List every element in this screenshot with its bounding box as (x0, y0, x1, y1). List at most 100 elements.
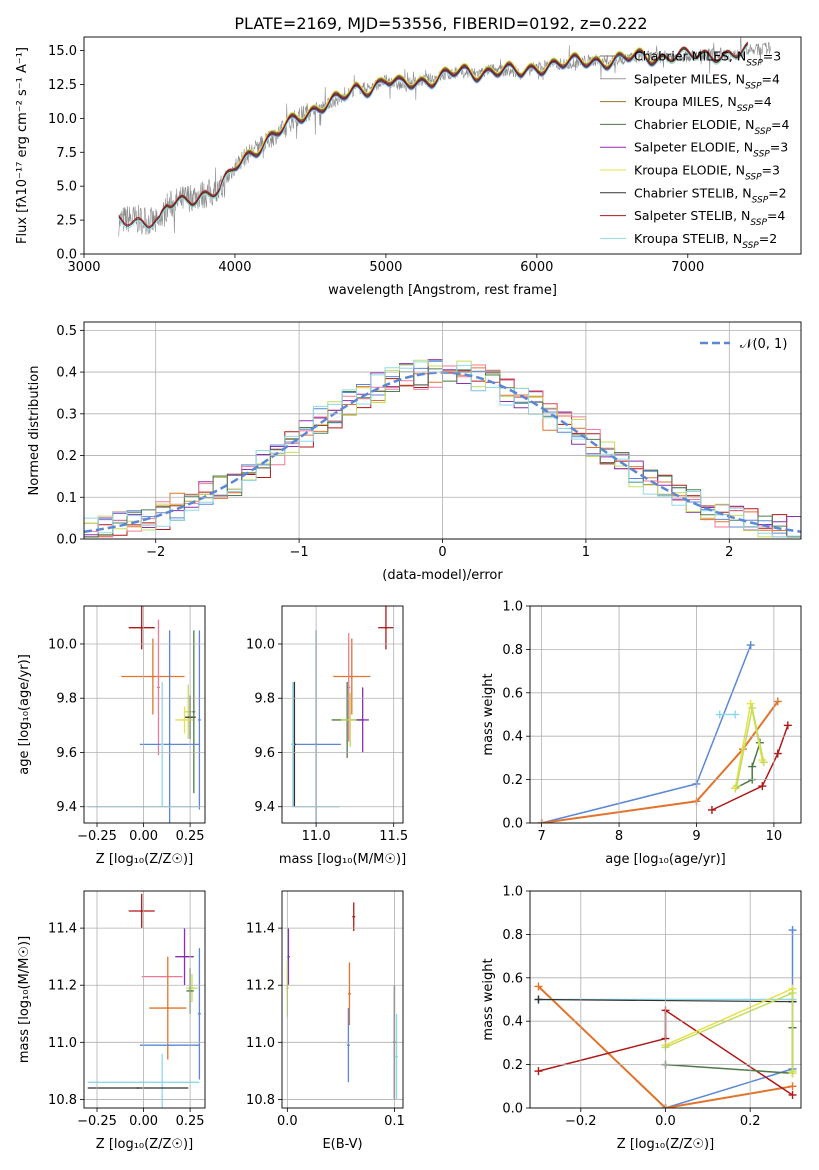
model-line (159, 42, 748, 218)
plus-marker (732, 782, 741, 791)
y-tick-label: 10.8 (48, 1093, 77, 1108)
y-tick-label: 9.4 (56, 800, 77, 815)
y-tick-label: 2.5 (56, 214, 77, 229)
y-tick-label: 9.4 (254, 800, 275, 815)
y-axis-label: mass weight (481, 673, 496, 755)
legend-label: 𝒩(0, 1) (740, 337, 787, 352)
weight-line (665, 991, 794, 1072)
data-point (356, 687, 369, 753)
y-tick-label: 11.2 (48, 979, 77, 994)
data-point (149, 956, 187, 1060)
y-axis-label: Normed distribution (27, 366, 42, 496)
model-line (118, 45, 749, 231)
y-tick-label: 11.0 (246, 1036, 275, 1051)
y-tick-label: 0.4 (502, 730, 523, 745)
plus-marker (788, 1082, 797, 1091)
plus-marker (783, 721, 792, 730)
plot-area (285, 902, 399, 1100)
y-tick-label: 11.2 (246, 979, 275, 994)
data-point (378, 606, 394, 650)
x-tick-label: −0.2 (565, 1114, 597, 1129)
y-tick-label: 1.0 (502, 885, 523, 900)
x-tick-label: 0.00 (129, 829, 158, 844)
y-tick-label: 15.0 (48, 44, 77, 59)
x-tick-label: 1 (582, 545, 590, 560)
x-tick-label: 8 (615, 829, 623, 844)
x-tick-label: 7000 (671, 260, 704, 275)
plus-marker (788, 988, 797, 997)
data-point (352, 902, 356, 931)
legend-label: Salpeter MILES, NSSP=4 (634, 71, 780, 91)
model-line (234, 47, 658, 168)
plus-marker (758, 782, 767, 791)
y-axis-label: age [log₁₀(age/yr)] (17, 654, 32, 775)
x-tick-label: 11.0 (302, 829, 331, 844)
x-axis-label: (data-model)/error (382, 568, 503, 583)
axes-frame (83, 36, 802, 255)
plus-marker (788, 926, 797, 935)
data-point (175, 706, 194, 734)
data-point (186, 973, 198, 1003)
x-tick-label: 10 (766, 829, 783, 844)
x-axis-label: Z [log₁₀(Z/Z☉)] (617, 1137, 714, 1152)
weight-line (541, 644, 752, 823)
observed-spectrum (118, 37, 772, 237)
x-tick-label: 0.0 (655, 1114, 676, 1129)
axes-frame (83, 605, 206, 824)
data-point (395, 1013, 399, 1100)
axes-frame (529, 605, 802, 824)
plus-marker (746, 699, 755, 708)
model-line (118, 43, 749, 229)
x-tick-label: 4000 (218, 260, 251, 275)
y-tick-label: 11.0 (48, 1036, 77, 1051)
figure-title: PLATE=2169, MJD=53556, FIBERID=0192, z=0… (234, 14, 647, 33)
data-point (192, 630, 196, 794)
panel-spectrum: 3000 4000 5000 6000 7000 0.0 2.5 5.0 7.5 10.0 12.5… (15, 36, 802, 298)
x-tick-label: 0.00 (129, 1114, 158, 1129)
plus-marker (748, 762, 757, 771)
y-tick-label: 9.8 (254, 692, 275, 707)
axes-frame (281, 890, 404, 1109)
x-tick-label: 5000 (369, 260, 402, 275)
x-axis-label: Z [log₁₀(Z/Z☉)] (96, 852, 193, 867)
y-tick-label: 10.0 (246, 637, 275, 652)
model-line (234, 47, 658, 167)
plus-marker (715, 710, 724, 719)
plus-marker (707, 805, 716, 814)
axes-frame (529, 890, 802, 1109)
y-tick-label: 1.0 (502, 600, 523, 615)
y-tick-label: 0.6 (502, 971, 523, 986)
y-tick-label: 12.5 (48, 78, 77, 93)
x-tick-label: −0.25 (77, 829, 117, 844)
axes-frame (83, 321, 802, 540)
data-point (197, 948, 201, 1080)
y-tick-label: 0.0 (56, 533, 77, 548)
x-axis-label: wavelength [Angstrom, rest frame] (328, 283, 557, 298)
data-point (346, 1008, 350, 1083)
plus-marker (788, 1090, 797, 1099)
legend-label: Kroupa ELODIE, NSSP=3 (634, 163, 780, 183)
weight-line (734, 742, 761, 789)
panel-mass_vs_z: −0.25 0.00 0.25 10.8 11.0 11.2 11.4 Z [log₁₀(Z/… (17, 890, 206, 1152)
legend-label: Kroupa MILES, NSSP=4 (634, 94, 772, 114)
y-axis-label: mass weight (481, 958, 496, 1040)
x-axis-label: age [log₁₀(age/yr)] (605, 852, 726, 867)
plus-marker (773, 697, 782, 706)
y-tick-label: 9.6 (254, 746, 275, 761)
data-point (291, 681, 295, 807)
data-point (184, 684, 192, 739)
y-tick-label: 9.8 (56, 692, 77, 707)
y-tick-label: 0.5 (56, 324, 77, 339)
legend-label: Chabrier ELODIE, NSSP=4 (634, 117, 789, 137)
y-tick-label: 0.8 (502, 928, 523, 943)
plus-marker (534, 982, 543, 991)
y-tick-label: 0.0 (502, 817, 523, 832)
data-point (197, 630, 201, 810)
y-tick-label: 0.4 (502, 1015, 523, 1030)
plus-marker (759, 758, 768, 767)
y-tick-label: 0.4 (56, 366, 77, 381)
x-tick-label: 9 (692, 829, 700, 844)
y-tick-label: 11.4 (48, 922, 77, 937)
weight-line (665, 1027, 794, 1075)
